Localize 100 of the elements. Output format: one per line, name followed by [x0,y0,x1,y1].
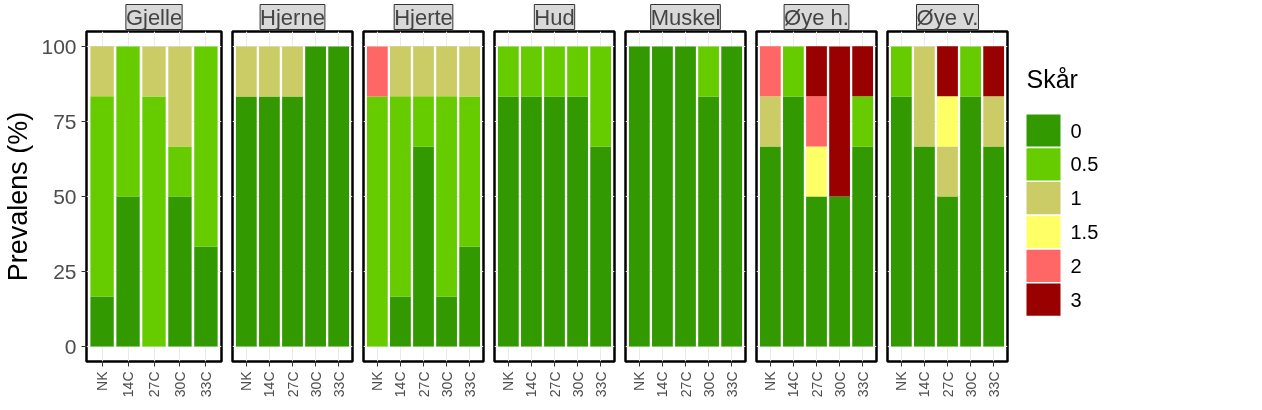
x-tick-label: 14C [261,371,278,398]
x-tick-label: NK [238,370,255,391]
x-tick-label: NK [94,370,111,391]
bar [390,296,411,347]
chart-title: Hud [534,4,575,30]
x-tick-label: 14C [785,371,802,398]
bar [937,146,958,197]
bar [806,196,827,347]
bar [436,46,457,97]
bar [759,96,781,147]
y-tick-label: 25 [53,259,77,283]
bar [459,96,481,247]
x-tick-label: 30C [700,371,717,398]
bar [90,296,114,347]
bar [937,46,958,97]
x-tick-label: 27C [939,371,956,398]
x-tick-label: 33C [461,371,478,398]
bar [783,46,804,97]
bar [890,96,912,347]
x-tick-label: 33C [592,371,609,398]
bar [168,46,192,147]
x-tick-label: 14C [392,371,409,398]
y-tick-label: 100 [41,34,77,58]
x-tick-label: 30C [962,371,979,398]
bar [459,46,481,97]
legend-label: 0.5 [1070,153,1099,176]
bar [806,96,827,147]
x-tick-label: 14C [120,371,137,398]
chart-title: Hjerne [260,4,325,30]
legend-label: 0 [1070,119,1082,142]
x-tick-label: 27C [808,371,825,398]
bar [759,46,781,97]
x-tick-label: 33C [330,371,347,398]
y-axis-title: Prevalens (%) [3,111,34,282]
x-tick-label: 30C [831,371,848,398]
chart-title: Gjelle [125,4,183,30]
bar [983,96,1005,147]
x-tick-label: 27C [284,371,301,398]
x-tick-label: 14C [654,371,671,398]
legend-label: 1 [1070,187,1082,210]
bar [890,46,912,97]
bar [960,96,981,347]
x-tick-label: 14C [916,371,933,398]
x-tick-label: 27C [415,371,432,398]
bar [960,46,981,97]
x-tick-label: 30C [569,371,586,398]
bar [806,46,827,97]
bar [914,46,935,147]
bar [413,146,434,347]
x-tick-label: 14C [523,371,540,398]
bar [783,96,804,347]
bar [759,146,781,347]
bar [937,96,958,147]
bar [436,96,457,297]
bar [90,46,114,97]
bar [390,46,411,97]
chart-title: Muskel [650,4,721,30]
bar [914,146,935,347]
x-tick-label: NK [369,370,386,391]
bar [168,146,192,197]
legend-label: 3 [1070,288,1082,311]
legend-label: 2 [1070,254,1082,277]
bar [116,196,140,347]
bar [852,96,874,147]
x-tick-label: 30C [171,371,188,398]
bar [829,196,850,347]
bar [806,146,827,197]
x-tick-label: NK [500,370,517,391]
bar [90,96,114,297]
bar [366,96,388,347]
bar [390,96,411,297]
y-tick-label: 75 [53,109,77,133]
bar [937,196,958,347]
x-tick-label: NK [631,370,648,391]
x-tick-label: 27C [546,371,563,398]
y-tick-label: 0 [64,334,77,358]
legend-label: 1.5 [1070,220,1099,243]
x-tick-label: 27C [677,371,694,398]
bar [852,46,874,97]
y-tick-label: 50 [53,184,77,208]
x-tick-label: 33C [723,371,740,398]
bar [983,146,1005,347]
bar [413,46,434,97]
x-tick-label: 30C [307,371,324,398]
bar [116,46,140,197]
bar [194,246,218,347]
legend-title: Skår [1026,65,1078,94]
chart-title: Øye h. [784,4,849,30]
x-tick-label: NK [762,370,779,391]
x-tick-label: 27C [146,371,162,398]
bar [829,46,850,197]
bar [983,46,1005,97]
x-tick-label: 33C [197,371,214,398]
bar [194,46,218,247]
bar [436,296,457,347]
bar [142,46,166,97]
bar [459,246,481,347]
x-tick-label: 33C [854,371,871,398]
chart-title: Øye v. [916,4,979,30]
bar [366,46,388,97]
